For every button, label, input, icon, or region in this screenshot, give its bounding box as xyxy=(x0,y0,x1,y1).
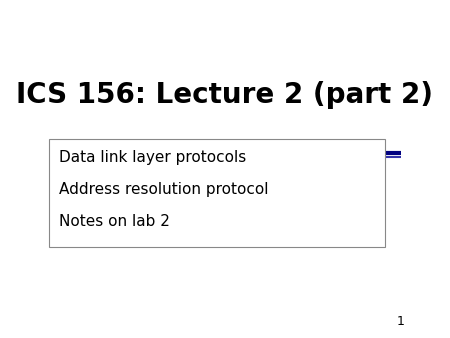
FancyBboxPatch shape xyxy=(50,139,385,247)
Text: Address resolution protocol: Address resolution protocol xyxy=(59,182,269,197)
Text: ICS 156: Lecture 2 (part 2): ICS 156: Lecture 2 (part 2) xyxy=(17,81,433,108)
Text: 1: 1 xyxy=(396,315,405,328)
Text: Data link layer protocols: Data link layer protocols xyxy=(59,150,246,165)
Text: Notes on lab 2: Notes on lab 2 xyxy=(59,214,170,229)
